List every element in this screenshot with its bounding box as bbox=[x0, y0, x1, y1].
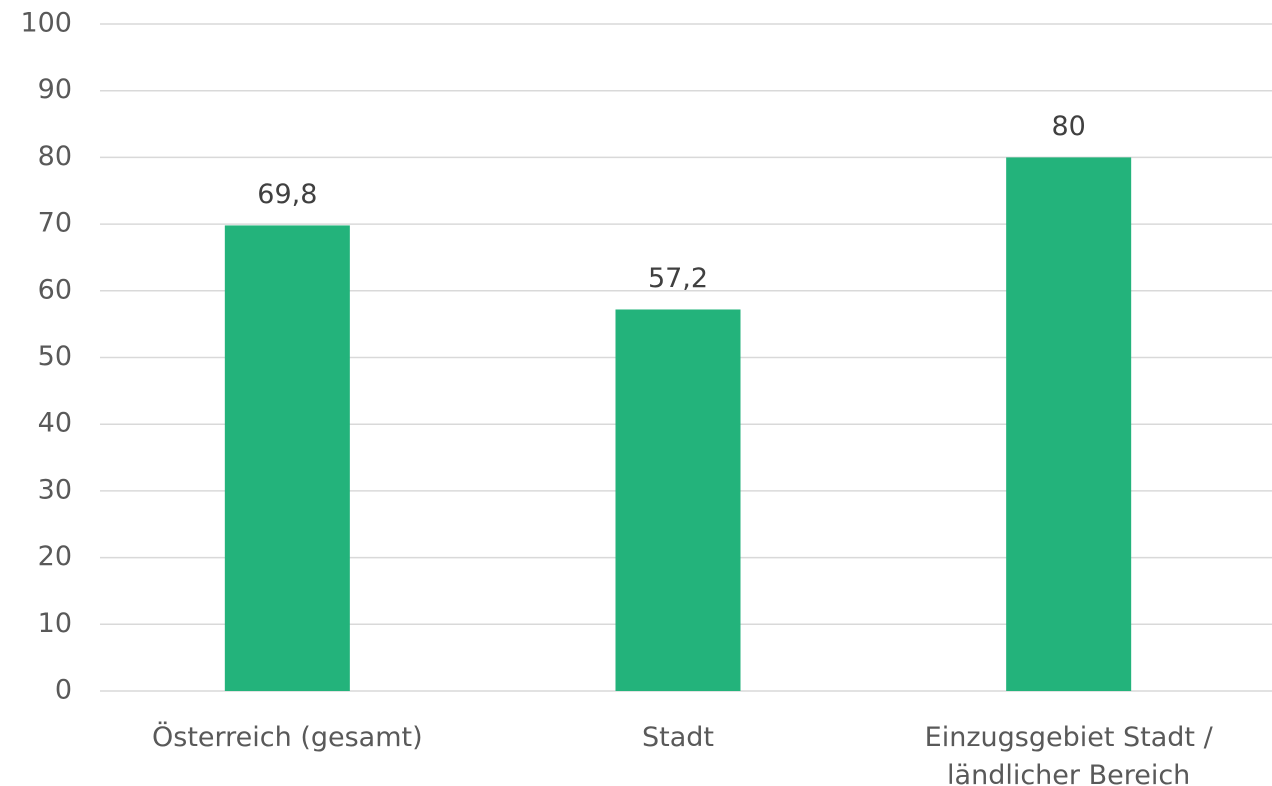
y-tick-label: 80 bbox=[38, 141, 72, 172]
y-tick-label: 100 bbox=[20, 8, 72, 39]
data-label: 69,8 bbox=[257, 179, 317, 210]
y-tick-label: 70 bbox=[38, 208, 72, 239]
x-tick-label: Österreich (gesamt) bbox=[152, 721, 423, 753]
x-tick-label: Stadt bbox=[642, 722, 714, 753]
data-label: 80 bbox=[1051, 111, 1085, 142]
y-tick-label: 50 bbox=[38, 341, 72, 372]
bar bbox=[1006, 157, 1132, 691]
bar bbox=[615, 309, 741, 691]
y-tick-label: 20 bbox=[38, 541, 72, 572]
y-tick-label: 60 bbox=[38, 274, 72, 305]
bar bbox=[224, 225, 350, 691]
y-tick-label: 90 bbox=[38, 74, 72, 105]
y-tick-label: 40 bbox=[38, 408, 72, 439]
y-tick-label: 30 bbox=[38, 474, 72, 505]
x-tick-label: Einzugsgebiet Stadt / ländlicher Bereich bbox=[925, 722, 1214, 786]
y-tick-label: 10 bbox=[38, 608, 72, 639]
y-tick-label: 0 bbox=[55, 675, 72, 706]
data-label: 57,2 bbox=[648, 263, 708, 294]
